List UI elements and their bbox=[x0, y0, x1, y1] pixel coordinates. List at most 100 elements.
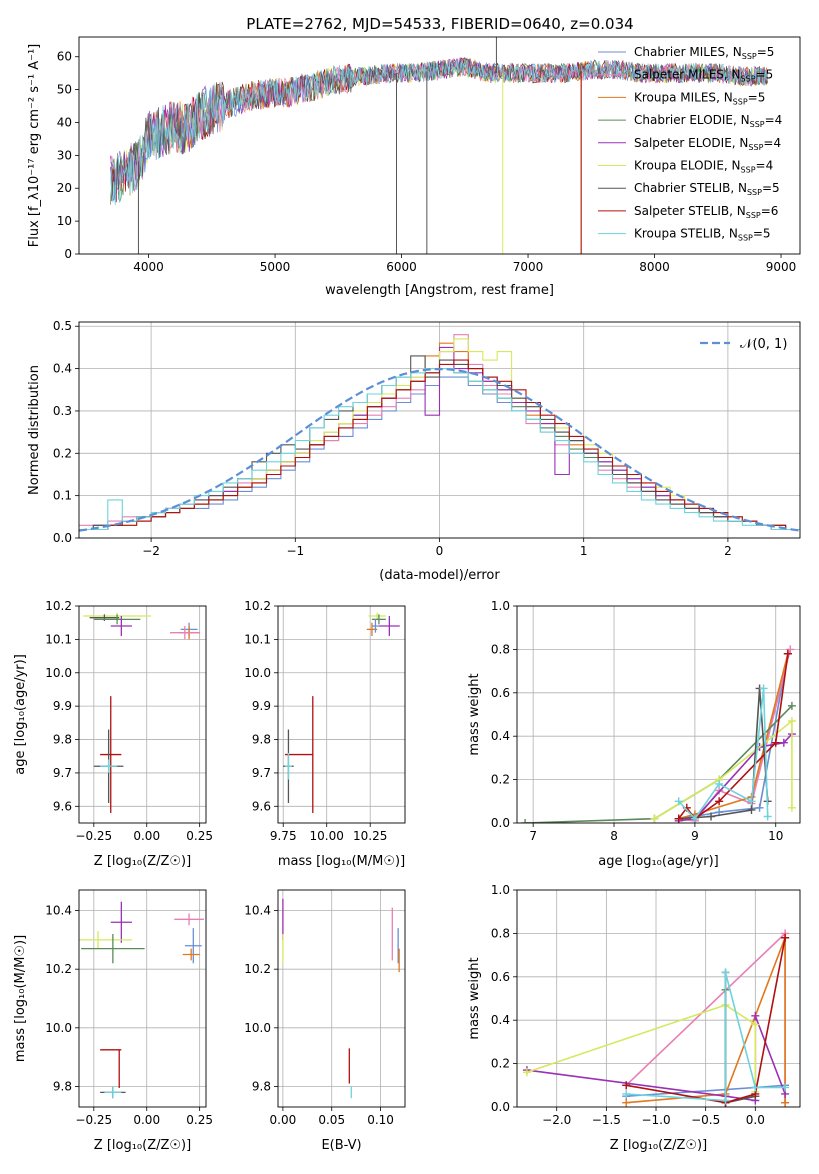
errorbar-point bbox=[81, 933, 145, 964]
histogram-kroupa-stelib bbox=[79, 368, 800, 531]
x-tick-label: 4000 bbox=[133, 260, 164, 274]
legend-nssp-prefix: , N bbox=[716, 90, 733, 104]
legend-eq: = bbox=[756, 159, 766, 173]
legend-eq: = bbox=[765, 113, 775, 127]
y-tick-label: 0.2 bbox=[491, 773, 510, 787]
spectrum-line-kroupa-stelib bbox=[110, 59, 768, 206]
legend-subscript: SSP bbox=[750, 120, 765, 129]
plot-area bbox=[79, 322, 800, 538]
x-tick-label: 0.0 bbox=[746, 1113, 765, 1127]
y-tick-label: 0.8 bbox=[491, 642, 510, 656]
legend-nssp-value: 5 bbox=[766, 68, 774, 82]
weight-marker bbox=[622, 1081, 631, 1090]
y-tick-label: 60 bbox=[57, 50, 72, 64]
weight-line-kroupa-miles bbox=[678, 653, 789, 820]
weight-marker bbox=[763, 812, 772, 821]
legend-eq: = bbox=[748, 90, 758, 104]
y-tick-label: 0 bbox=[64, 247, 72, 261]
y-tick-label: 0.6 bbox=[491, 970, 510, 984]
legend-label: Salpeter ELODIE bbox=[634, 136, 732, 150]
axes-frame bbox=[277, 605, 406, 824]
weight-marker bbox=[787, 717, 796, 726]
y-tick-label: 0.2 bbox=[53, 446, 72, 460]
weight-marker bbox=[707, 812, 716, 821]
x-axis-label: Z [log₁₀(Z/Z☉)] bbox=[94, 854, 191, 869]
legend-subscript: SSP bbox=[742, 52, 757, 61]
legend-nssp-prefix: , N bbox=[724, 159, 741, 173]
weight-marker bbox=[747, 797, 756, 806]
x-tick-label: 10 bbox=[768, 829, 783, 843]
x-tick-label: 7 bbox=[529, 829, 537, 843]
plot-area bbox=[79, 606, 206, 823]
axes-frame bbox=[78, 321, 801, 539]
legend-nssp-prefix: , N bbox=[730, 181, 747, 195]
y-tick-label: 0.0 bbox=[491, 816, 510, 830]
y-tick-label: 10.2 bbox=[45, 962, 72, 976]
x-tick-label: 8 bbox=[610, 829, 618, 843]
weight-marker bbox=[521, 819, 530, 823]
plot-area bbox=[278, 606, 405, 823]
x-tick-label: 0.25 bbox=[186, 829, 213, 843]
x-tick-label: 5000 bbox=[260, 260, 291, 274]
errorbar-point bbox=[93, 614, 141, 625]
age-vs-metallicity-panel: −0.25 0.00 0.25 9.6 9.7 9.8 9.9 10.0 10.1 10.2 Z [… bbox=[13, 599, 213, 869]
x-tick-label: 9.75 bbox=[270, 829, 297, 843]
y-tick-label: 9.8 bbox=[53, 1079, 72, 1093]
x-tick-label: −2.0 bbox=[542, 1113, 571, 1127]
axes-frame bbox=[516, 605, 801, 824]
y-tick-label: 10.2 bbox=[244, 962, 271, 976]
legend-entry: 𝒩(0, 1) bbox=[740, 337, 787, 352]
x-tick-label: −0.5 bbox=[691, 1113, 720, 1127]
x-tick-label: 0.00 bbox=[270, 1113, 297, 1127]
y-tick-label: 1.0 bbox=[491, 599, 510, 613]
x-tick-label: 0.00 bbox=[133, 829, 160, 843]
legend-nssp-prefix: , N bbox=[724, 68, 741, 82]
x-tick-label: 7000 bbox=[513, 260, 544, 274]
x-tick-label: −1.5 bbox=[592, 1113, 621, 1127]
errorbar-point bbox=[182, 948, 200, 961]
plot-area bbox=[278, 890, 405, 1107]
legend-eq: = bbox=[763, 136, 773, 150]
weight-marker bbox=[721, 968, 730, 977]
axes-frame bbox=[516, 889, 801, 1108]
y-tick-label: 9.6 bbox=[252, 799, 271, 813]
spectrum-line-chabrier-stelib bbox=[110, 57, 768, 202]
y-tick-label: 30 bbox=[57, 148, 72, 162]
legend-label: Kroupa STELIB bbox=[634, 227, 721, 241]
y-tick-label: 10.1 bbox=[244, 632, 271, 646]
y-tick-label: 10.2 bbox=[45, 599, 72, 613]
y-tick-label: 20 bbox=[57, 181, 72, 195]
legend-subscript: SSP bbox=[747, 188, 762, 197]
errorbar-point bbox=[371, 619, 379, 633]
y-tick-label: 0.1 bbox=[53, 489, 72, 503]
legend-eq: = bbox=[757, 45, 767, 59]
legend-eq: = bbox=[756, 68, 766, 82]
x-tick-label: 10.00 bbox=[310, 829, 344, 843]
x-tick-label: −1.0 bbox=[641, 1113, 670, 1127]
y-axis-label: mass weight bbox=[467, 957, 482, 1039]
axes-frame bbox=[277, 889, 406, 1108]
legend-eq: = bbox=[762, 181, 772, 195]
weight-marker bbox=[787, 803, 796, 812]
legend-entry: Chabrier STELIB, NSSP=5 bbox=[634, 181, 780, 197]
weight-marker bbox=[674, 814, 683, 823]
x-tick-label: −2 bbox=[142, 544, 160, 558]
legend-nssp-value: 6 bbox=[771, 204, 779, 218]
x-axis-label: Z [log₁₀(Z/Z☉)] bbox=[94, 1138, 191, 1153]
y-tick-label: 0.3 bbox=[53, 404, 72, 418]
x-tick-label: 2 bbox=[724, 544, 732, 558]
legend-entry: Chabrier ELODIE, NSSP=4 bbox=[634, 113, 782, 129]
weight-marker bbox=[715, 797, 724, 806]
errorbar-point bbox=[284, 752, 292, 780]
weight-marker bbox=[779, 738, 788, 747]
errorbar-point bbox=[184, 928, 202, 964]
y-axis-label: Normed distribution bbox=[27, 365, 42, 495]
legend-subscript: SSP bbox=[733, 97, 748, 106]
y-tick-label: 10.0 bbox=[45, 1021, 72, 1035]
x-tick-label: 6000 bbox=[386, 260, 417, 274]
plot-area bbox=[517, 606, 800, 823]
weight-line-chabrier-miles bbox=[626, 1084, 786, 1097]
weight-marker bbox=[747, 805, 756, 814]
mass-weight-vs-age-panel: 7 8 9 10 0.0 0.2 0.4 0.6 0.8 1.0 age [log₁₀(age/yr… bbox=[467, 599, 801, 869]
